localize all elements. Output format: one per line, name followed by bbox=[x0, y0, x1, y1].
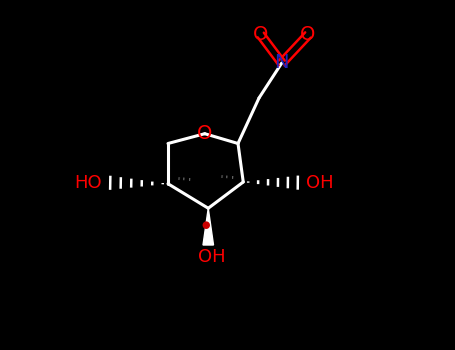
Text: O: O bbox=[197, 124, 212, 143]
Text: HO: HO bbox=[74, 174, 101, 192]
Text: ''': ''' bbox=[175, 176, 193, 188]
Text: N: N bbox=[274, 54, 289, 72]
Text: OH: OH bbox=[198, 248, 226, 266]
Text: OH: OH bbox=[306, 174, 334, 192]
Polygon shape bbox=[203, 208, 213, 245]
Text: ●: ● bbox=[201, 220, 210, 230]
Text: O: O bbox=[253, 26, 268, 44]
Text: O: O bbox=[300, 26, 316, 44]
Text: ''': ''' bbox=[218, 175, 236, 186]
